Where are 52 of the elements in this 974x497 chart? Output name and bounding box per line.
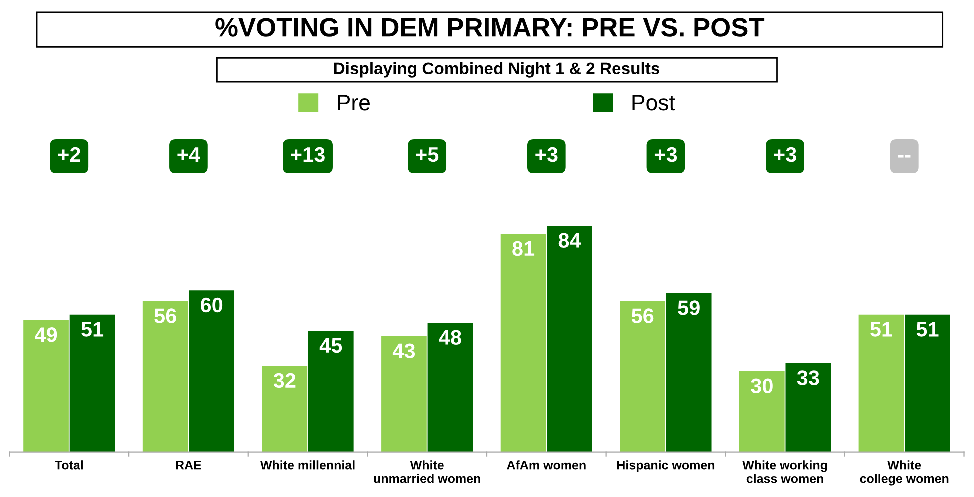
data-label: 49 (35, 328, 58, 342)
data-label: 84 (558, 233, 582, 248)
data-label: 30 (751, 378, 773, 394)
bar (382, 336, 427, 452)
data-label: 48 (439, 330, 462, 345)
data-label: 56 (632, 308, 654, 324)
x-tick-label: White college women (860, 460, 949, 486)
bar (739, 371, 785, 452)
x-tick-label: Total (55, 460, 83, 470)
legend-label: Pre (338, 95, 370, 111)
text: +3 (774, 147, 796, 162)
x-tick-label: White millennial (260, 460, 355, 470)
bar (500, 234, 546, 452)
bar (547, 226, 592, 452)
data-label: 59 (678, 300, 700, 316)
bar (24, 320, 69, 452)
text: +13 (291, 147, 325, 162)
x-tick-label: AfAm women (507, 460, 586, 470)
data-label: 45 (320, 338, 342, 354)
data-label: 81 (512, 241, 535, 256)
data-label: 32 (274, 373, 296, 388)
legend-label: Post (632, 95, 676, 111)
data-label: 51 (82, 322, 104, 337)
data-label: 56 (154, 308, 176, 324)
x-tick-label: White working class women (742, 460, 828, 484)
bar (70, 314, 116, 452)
x-tick-label: RAE (176, 461, 202, 470)
text: +4 (178, 148, 200, 162)
text: +5 (416, 148, 439, 162)
data-label: 51 (916, 322, 939, 337)
bar (189, 290, 235, 452)
data-label: 60 (201, 298, 223, 313)
bar (620, 301, 666, 452)
text: +3 (654, 147, 678, 162)
x-tick-label: White unmarried women (374, 460, 480, 484)
bar (786, 363, 832, 452)
bar (666, 293, 712, 452)
text: -- (898, 155, 911, 158)
bar (142, 301, 188, 452)
text: +3 (536, 147, 558, 162)
data-label: 43 (392, 344, 416, 358)
bar (858, 314, 904, 452)
data-label: 51 (870, 322, 892, 337)
bar (262, 366, 308, 452)
chart-title: %VOTING IN DEM PRIMARY: PRE VS. POST (216, 18, 765, 37)
bar (308, 331, 354, 452)
chart-subtitle: Displaying Combined Night 1 & 2 Results (334, 62, 660, 78)
bar (905, 314, 950, 452)
data-label: 33 (797, 370, 820, 386)
text: +2 (58, 147, 80, 162)
x-tick-label: Hispanic women (617, 460, 715, 472)
bar (428, 322, 474, 452)
